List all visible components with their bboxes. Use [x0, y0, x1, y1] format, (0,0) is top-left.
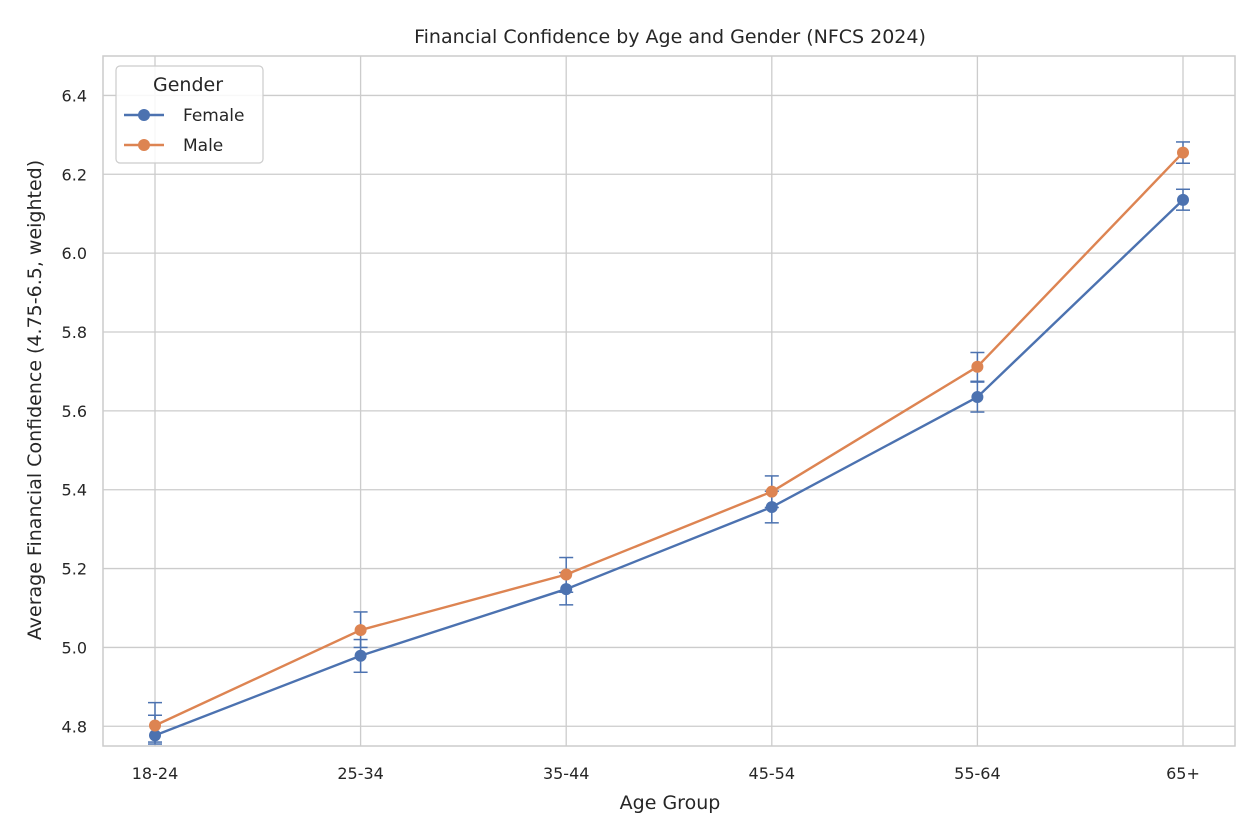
- y-tick-label-6-4: 6.4: [62, 86, 87, 105]
- series-layer: [148, 141, 1190, 745]
- point-female-55-64: [971, 391, 984, 404]
- legend-box: [115, 65, 264, 164]
- legend-label-female: Female: [183, 106, 244, 126]
- y-tick-label-5-0: 5.0: [62, 638, 87, 657]
- y-tick-label-6-2: 6.2: [62, 165, 87, 184]
- point-male-25-34: [354, 624, 367, 637]
- y-tick-label-5-2: 5.2: [62, 560, 87, 579]
- series-line-male: [154, 151, 1184, 727]
- x-tick-label-45-54: 45-54: [749, 764, 796, 783]
- x-axis-label: Age Group: [620, 792, 721, 814]
- y-tick-label-5-4: 5.4: [62, 481, 87, 500]
- x-tick-label-35-44: 35-44: [543, 764, 590, 783]
- legend-marker-female: [138, 109, 150, 121]
- point-female-25-34: [354, 649, 367, 662]
- x-tick-label-55-64: 55-64: [954, 764, 1001, 783]
- point-male-65: [1177, 146, 1189, 159]
- point-male-45-54: [765, 485, 778, 498]
- x-axis-ticks: 18-24 25-34 35-44 45-54 55-64 65+: [132, 764, 1200, 783]
- series-line-female: [154, 199, 1184, 737]
- legend-marker-male: [138, 139, 150, 151]
- x-tick-label-65: 65+: [1166, 764, 1200, 783]
- point-male-55-64: [971, 360, 984, 373]
- x-tick-label-18-24: 18-24: [132, 764, 179, 783]
- y-tick-label-5-6: 5.6: [62, 402, 87, 421]
- y-tick-label-6-0: 6.0: [62, 244, 87, 263]
- point-female-65: [1177, 193, 1189, 206]
- y-tick-label-4-8: 4.8: [62, 717, 87, 736]
- plot-area: [102, 55, 1236, 747]
- point-male-35-44: [560, 568, 573, 581]
- y-axis-ticks: 4.8 5.0 5.2 5.4 5.6 5.8 6.0 6.2 6.4: [62, 86, 87, 736]
- x-tick-label-25-34: 25-34: [337, 764, 384, 783]
- y-tick-label-5-8: 5.8: [62, 323, 87, 342]
- legend: Gender Female Male: [115, 65, 264, 164]
- legend-label-male: Male: [183, 136, 223, 156]
- chart-title: Financial Confidence by Age and Gender (…: [414, 26, 926, 48]
- legend-title: Gender: [153, 74, 223, 96]
- point-male-18-24: [149, 719, 161, 732]
- y-axis-label: Average Financial Confidence (4.75-6.5, …: [24, 160, 46, 640]
- series-male: [148, 141, 1190, 743]
